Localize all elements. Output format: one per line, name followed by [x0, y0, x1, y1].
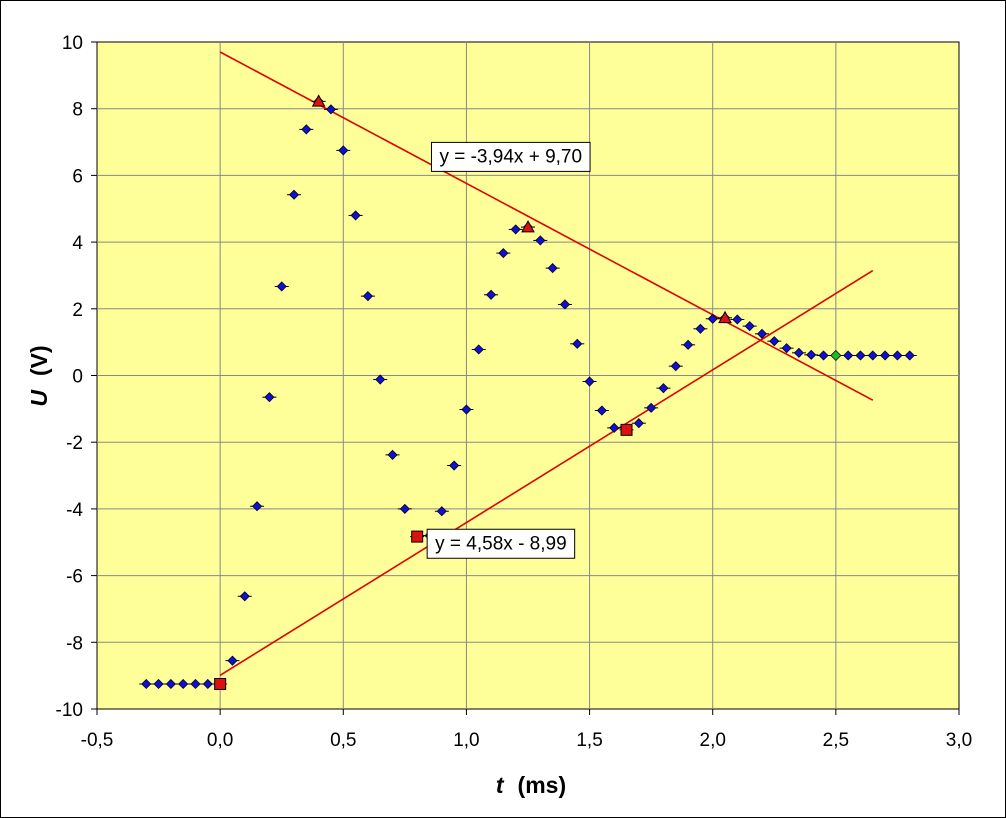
- measurement-point: [756, 328, 768, 339]
- measurement-point: [227, 655, 238, 666]
- measurement-point: [670, 361, 681, 372]
- data-points: [139, 94, 917, 690]
- measurement-point: [707, 313, 718, 324]
- measurement-point: [793, 347, 804, 358]
- measurement-point: [683, 339, 694, 350]
- measurement-point: [547, 263, 558, 274]
- measurement-point: [818, 350, 829, 361]
- measurement-point: [744, 321, 755, 332]
- measurement-point: [153, 678, 164, 690]
- trend-equation-text: y = -3,94x + 9,70: [439, 146, 582, 167]
- measurement-point: [485, 289, 497, 300]
- x-tick-label: 1,0: [453, 730, 479, 751]
- minimum-point: [214, 677, 227, 690]
- measurement-point: [609, 422, 620, 433]
- measurement-point: [436, 506, 447, 517]
- measurement-point: [202, 678, 213, 690]
- y-tick-label: -8: [66, 633, 83, 654]
- trend-equations: y = -3,94x + 9,70 y = 4,58x - 8,99: [426, 141, 591, 559]
- measurement-point: [276, 281, 287, 292]
- y-tick-label: 10: [62, 33, 83, 54]
- x-tick-label: 3,0: [946, 730, 972, 751]
- measurement-point: [892, 350, 903, 361]
- measurement-point: [855, 350, 866, 361]
- measurement-point: [399, 503, 410, 514]
- y-tick-label: -2: [66, 433, 83, 454]
- measurement-point: [498, 248, 509, 259]
- measurement-point: [806, 349, 817, 360]
- measurement-point: [535, 235, 546, 246]
- x-tick-label: -0,5: [81, 730, 114, 751]
- measurement-point: [596, 405, 607, 416]
- measurement-point: [572, 338, 583, 349]
- y-tick-label: 4: [72, 233, 83, 254]
- x-tick-label: 0,5: [330, 730, 356, 751]
- measurement-point: [769, 336, 780, 347]
- measurement-point: [584, 376, 595, 387]
- measurement-point: [338, 145, 349, 156]
- minimum-point: [411, 530, 424, 543]
- measurement-point: [375, 374, 386, 385]
- measurement-point: [325, 104, 337, 115]
- trendline-lower: [219, 269, 874, 676]
- trend-equation-box: [430, 141, 591, 172]
- y-axis-variable: U: [26, 389, 52, 407]
- measurement-point: [781, 343, 792, 354]
- measurement-point: [190, 678, 201, 690]
- y-tick-label: -4: [66, 500, 83, 521]
- axis-ticks: -0,5 0,0 0,5 1,0 1,5 2,0 2,5 3,0 10 8 6 4 2 0 -2 -4 -6 -8…: [56, 33, 973, 751]
- y-tick-label: 0: [72, 367, 83, 388]
- y-tick-label: -10: [56, 700, 83, 721]
- measurement-point: [461, 404, 472, 415]
- maximum-point: [311, 94, 326, 107]
- measurement-point: [141, 678, 152, 690]
- measurement-point: [633, 418, 644, 429]
- y-tick-label: 8: [72, 100, 83, 121]
- measurement-point: [867, 350, 878, 361]
- measurement-point: [510, 224, 521, 235]
- measurement-point: [658, 383, 669, 394]
- final-value-point: [830, 349, 842, 362]
- x-tick-label: 2,5: [823, 730, 849, 751]
- measurement-point: [695, 323, 706, 334]
- measurement-point: [559, 299, 571, 310]
- measurement-point: [362, 291, 373, 302]
- y-tick-label: 6: [72, 166, 83, 187]
- x-tick-label: 2,0: [700, 730, 726, 751]
- measurement-point: [252, 501, 263, 512]
- x-axis-unit: (ms): [518, 772, 567, 798]
- measurement-point: [288, 189, 300, 200]
- y-tick-label: 2: [72, 300, 83, 321]
- measurement-point: [904, 350, 915, 361]
- trend-equation-lower: y = 4,58x - 8,99: [426, 528, 576, 559]
- measurement-point: [646, 402, 657, 413]
- trend-equation-upper: y = -3,94x + 9,70: [430, 141, 591, 172]
- x-tick-label: 1,5: [576, 730, 602, 751]
- y-axis-label: U (V): [26, 345, 52, 406]
- measurement-point: [301, 124, 312, 135]
- grid-lines: [97, 42, 959, 709]
- y-axis-unit: (V): [26, 345, 52, 376]
- trend-equation-text: y = 4,58x - 8,99: [435, 533, 567, 554]
- x-tick-label: 0,0: [207, 730, 233, 751]
- measurement-point: [387, 449, 398, 460]
- measurement-point: [843, 350, 854, 361]
- maximum-point: [521, 220, 535, 233]
- measurement-point: [880, 350, 891, 361]
- measurement-point: [732, 314, 743, 325]
- measurement-point: [178, 678, 189, 690]
- measurement-point: [449, 460, 460, 471]
- measurement-point: [165, 678, 176, 690]
- minimum-point: [620, 423, 633, 436]
- x-axis-variable: t: [496, 772, 505, 798]
- measurement-point: [473, 344, 484, 355]
- x-axis-label: t (ms): [496, 772, 566, 798]
- measurement-point: [239, 591, 250, 602]
- measurement-point: [264, 392, 275, 403]
- maximum-point: [718, 310, 732, 324]
- y-tick-label: -6: [66, 567, 83, 588]
- trend-equation-box: [426, 528, 576, 559]
- measurement-point: [350, 210, 361, 221]
